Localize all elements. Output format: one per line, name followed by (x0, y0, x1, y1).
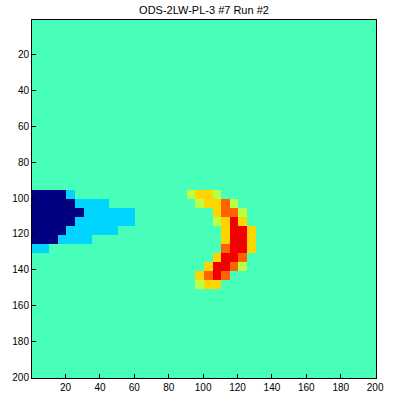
svg-text:160: 160 (12, 300, 29, 311)
svg-text:60: 60 (129, 382, 141, 393)
svg-text:80: 80 (18, 157, 30, 168)
svg-text:160: 160 (298, 382, 315, 393)
svg-text:100: 100 (12, 193, 29, 204)
svg-text:140: 140 (12, 264, 29, 275)
svg-text:140: 140 (264, 382, 281, 393)
svg-text:60: 60 (18, 121, 30, 132)
svg-text:200: 200 (12, 372, 29, 383)
svg-text:200: 200 (367, 382, 384, 393)
svg-text:ODS-2LW-PL-3 #7 Run #2: ODS-2LW-PL-3 #7 Run #2 (139, 4, 269, 16)
svg-text:180: 180 (332, 382, 349, 393)
svg-text:120: 120 (229, 382, 246, 393)
svg-text:180: 180 (12, 336, 29, 347)
svg-text:20: 20 (60, 382, 72, 393)
svg-text:20: 20 (18, 49, 30, 60)
svg-text:120: 120 (12, 228, 29, 239)
svg-text:40: 40 (94, 382, 106, 393)
svg-text:80: 80 (163, 382, 175, 393)
svg-text:40: 40 (18, 85, 30, 96)
svg-text:100: 100 (195, 382, 212, 393)
